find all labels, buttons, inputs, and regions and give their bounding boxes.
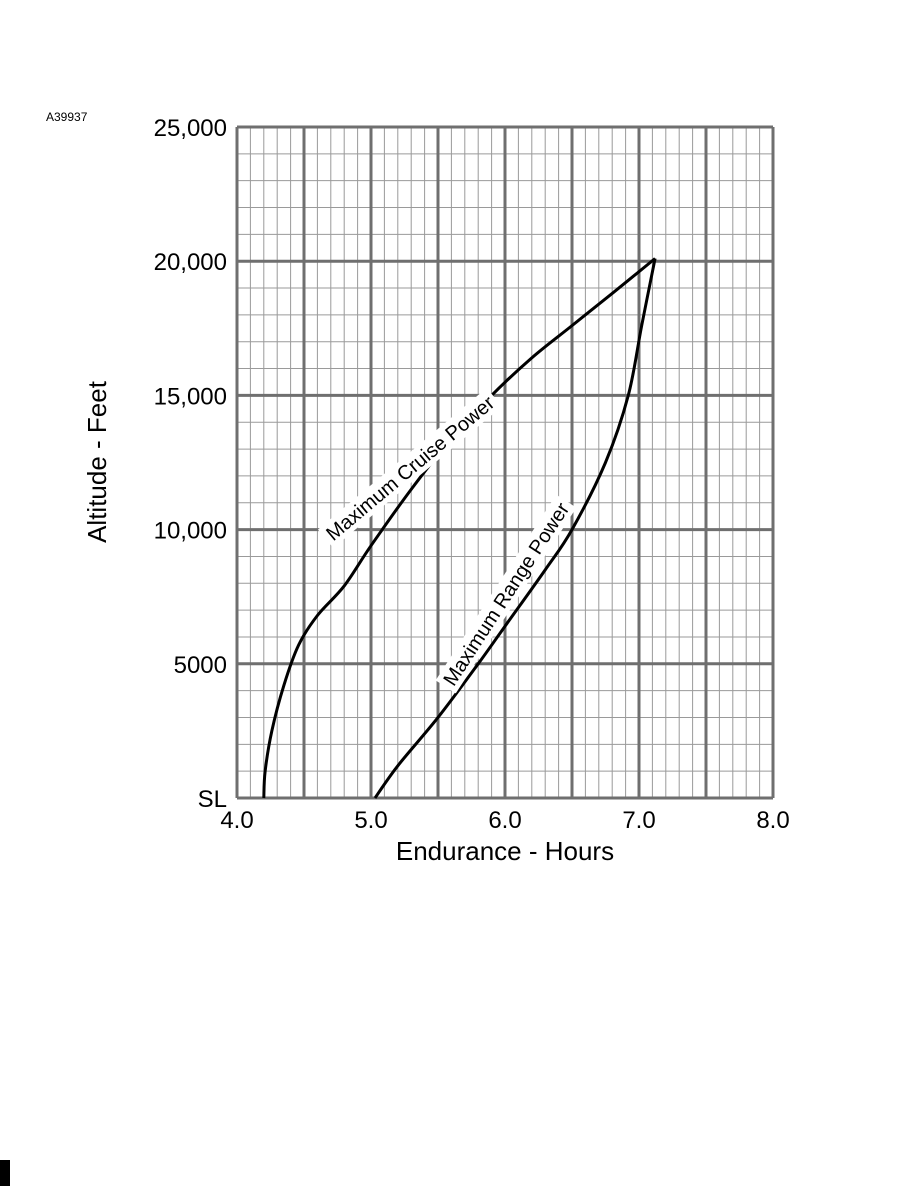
y-tick-label: SL	[198, 786, 227, 813]
x-tick-label: 8.0	[756, 807, 789, 834]
figure-id: A39937	[46, 110, 88, 124]
x-axis-title: Endurance - Hours	[396, 836, 614, 866]
y-tick-label: 10,000	[154, 518, 227, 545]
y-tick-label: 20,000	[154, 249, 227, 276]
series-line-maximum-cruise-power	[262, 257, 657, 799]
series-lines	[262, 257, 657, 799]
series-label-maximum-range-power-background	[435, 494, 577, 694]
y-tick-labels: SL 5000 10,000 15,000 20,000 25,000	[154, 115, 227, 813]
series-label-maximum-range-power-text: Maximum Range Power	[439, 499, 574, 690]
y-tick-label: 5000	[174, 652, 227, 679]
x-tick-label: 5.0	[354, 807, 387, 834]
y-axis-title: Altitude - Feet	[82, 380, 112, 543]
series-label-maximum-cruise-power-background	[317, 388, 503, 548]
x-tick-label: 4.0	[220, 807, 253, 834]
x-tick-label: 7.0	[622, 807, 655, 834]
y-tick-label: 15,000	[154, 383, 227, 410]
x-tick-label: 6.0	[488, 807, 521, 834]
page-corner-mark	[0, 1160, 10, 1186]
major-grid	[235, 125, 775, 800]
y-tick-label: 25,000	[154, 115, 227, 142]
series-label-maximum-cruise-power: Maximum Cruise Power	[317, 388, 503, 548]
x-tick-labels: 4.0 5.0 6.0 7.0 8.0	[220, 807, 789, 834]
series-line-maximum-range-power	[373, 258, 657, 799]
